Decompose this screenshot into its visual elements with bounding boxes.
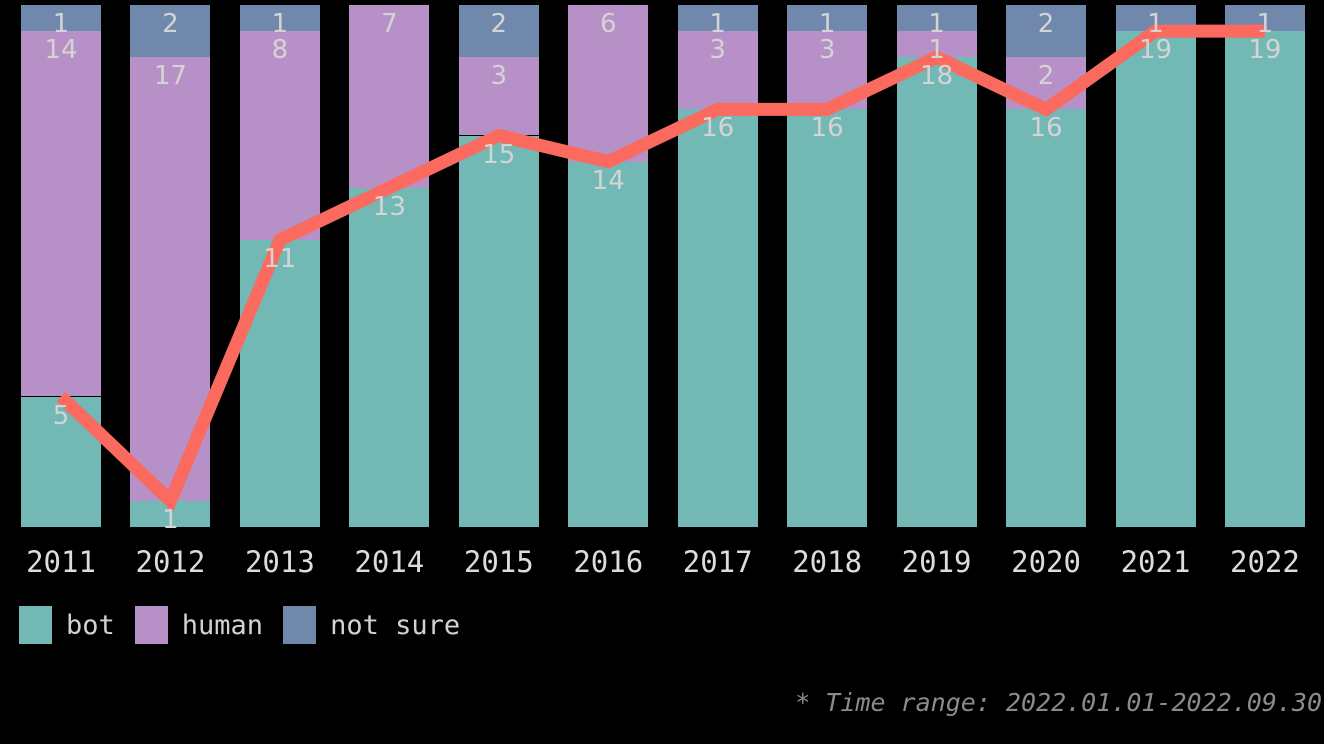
value-label-bot-2017: 16 <box>701 113 735 144</box>
value-label-not-sure-2017: 1 <box>709 9 726 39</box>
value-label-bot-2014: 13 <box>372 191 406 222</box>
x-axis-label-2021: 2021 <box>1120 545 1191 579</box>
value-label-bot-2018: 16 <box>810 113 844 144</box>
legend-label: human <box>181 609 264 641</box>
value-label-not-sure-2021: 1 <box>1147 9 1164 39</box>
value-label-human-2020: 2 <box>1037 61 1055 92</box>
x-axis-label-2020: 2020 <box>1011 545 1081 579</box>
legend-label: bot <box>66 609 115 641</box>
value-label-human-2017: 3 <box>709 35 726 66</box>
legend-item-not-sure: not sure <box>283 606 460 644</box>
value-label-bot-2016: 14 <box>591 165 625 196</box>
x-axis-label-2022: 2022 <box>1230 545 1300 579</box>
legend: bot human not sure <box>19 606 460 644</box>
value-label-not-sure-2018: 1 <box>818 9 836 39</box>
value-label-bot-2013: 11 <box>263 243 297 274</box>
legend-swatch-icon <box>19 606 52 644</box>
value-label-not-sure-2013: 1 <box>271 9 289 39</box>
value-label-bot-2019: 18 <box>920 61 954 92</box>
value-label-human-2013: 8 <box>271 35 289 66</box>
x-axis-label-2011: 2011 <box>26 545 96 579</box>
x-axis-label-2013: 2013 <box>244 545 315 579</box>
legend-label: not sure <box>330 609 461 641</box>
x-axis-label-2015: 2015 <box>463 545 534 579</box>
value-label-not-sure-2015: 2 <box>490 9 508 39</box>
legend-swatch-icon <box>134 606 168 644</box>
value-label-bot-2022: 19 <box>1248 35 1282 66</box>
x-axis-label-2017: 2017 <box>682 545 753 579</box>
legend-item-bot: bot <box>19 606 115 644</box>
x-axis-label-2016: 2016 <box>573 545 644 579</box>
value-label-not-sure-2012: 2 <box>162 9 179 39</box>
value-label-bot-2021: 19 <box>1138 35 1173 66</box>
legend-swatch-icon <box>283 606 317 644</box>
value-label-bot-2011: 5 <box>52 400 70 431</box>
value-label-bot-2020: 16 <box>1029 113 1063 144</box>
x-axis-label-2014: 2014 <box>354 545 425 579</box>
legend-item-human: human <box>134 606 264 644</box>
value-label-bot-2015: 15 <box>482 139 516 170</box>
value-label-human-2015: 3 <box>490 61 508 92</box>
value-label-human-2018: 3 <box>818 35 836 66</box>
value-label-human-2014: 7 <box>381 9 398 39</box>
annotation-time-range: * Time range: 2022.01.01-2022.09.30 <box>795 688 1322 717</box>
x-axis-label-2019: 2019 <box>901 545 972 579</box>
x-axis-label-2018: 2018 <box>792 545 863 579</box>
value-label-human-2016: 6 <box>599 9 617 39</box>
value-label-human-2012: 17 <box>153 61 187 92</box>
value-label-not-sure-2019: 1 <box>928 9 945 39</box>
value-label-not-sure-2011: 1 <box>52 9 70 39</box>
value-label-human-2019: 1 <box>928 35 945 66</box>
value-label-human-2011: 14 <box>44 35 78 66</box>
value-label-not-sure-2020: 2 <box>1037 9 1055 39</box>
x-axis-label-2012: 2012 <box>135 545 206 579</box>
value-label-bot-2012: 1 <box>162 504 179 535</box>
value-label-not-sure-2022: 1 <box>1256 9 1274 39</box>
